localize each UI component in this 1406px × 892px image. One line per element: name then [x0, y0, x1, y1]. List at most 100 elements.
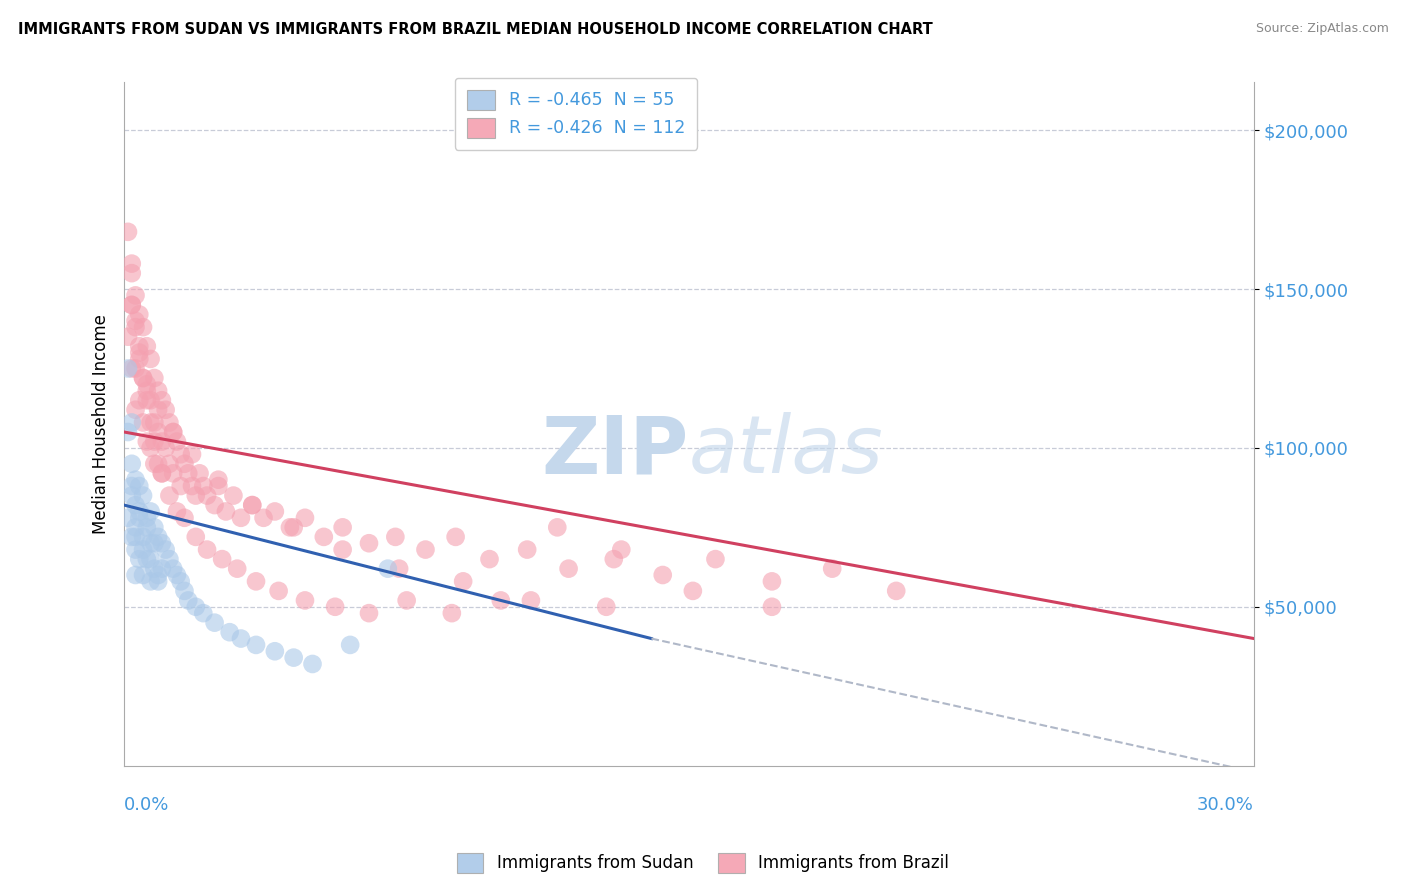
Point: [139, 351, 162, 366]
Point: [146, 402, 169, 417]
Point: [283, 650, 305, 665]
Point: [139, 504, 162, 518]
Point: [143, 536, 166, 550]
Point: [121, 530, 143, 544]
Point: [451, 574, 474, 589]
Point: [121, 416, 143, 430]
Point: [139, 393, 162, 408]
Point: [651, 568, 673, 582]
Point: [132, 371, 155, 385]
Point: [121, 479, 143, 493]
Point: [166, 504, 188, 518]
Point: [121, 457, 143, 471]
Point: [135, 520, 157, 534]
Point: [143, 457, 166, 471]
Point: [395, 593, 418, 607]
Point: [162, 467, 184, 481]
Point: [146, 568, 169, 582]
Point: [546, 520, 568, 534]
Point: [143, 561, 166, 575]
Point: [157, 552, 180, 566]
Point: [173, 583, 195, 598]
Point: [557, 561, 579, 575]
Point: [207, 473, 229, 487]
Point: [332, 520, 354, 534]
Text: 30.0%: 30.0%: [1197, 797, 1254, 814]
Point: [211, 552, 233, 566]
Point: [215, 504, 238, 518]
Point: [478, 552, 501, 566]
Point: [278, 520, 301, 534]
Point: [339, 638, 361, 652]
Point: [146, 457, 169, 471]
Point: [332, 542, 354, 557]
Point: [184, 599, 207, 614]
Y-axis label: Median Household Income: Median Household Income: [93, 314, 110, 534]
Point: [139, 416, 162, 430]
Point: [226, 561, 249, 575]
Point: [121, 257, 143, 271]
Point: [229, 511, 252, 525]
Point: [682, 583, 704, 598]
Text: atlas: atlas: [689, 412, 884, 491]
Point: [124, 314, 146, 328]
Point: [135, 434, 157, 449]
Point: [117, 425, 139, 439]
Point: [146, 384, 169, 398]
Point: [184, 489, 207, 503]
Point: [132, 320, 155, 334]
Point: [188, 467, 211, 481]
Point: [128, 339, 150, 353]
Point: [135, 511, 157, 525]
Point: [245, 574, 267, 589]
Point: [124, 542, 146, 557]
Point: [124, 402, 146, 417]
Point: [135, 339, 157, 353]
Point: [252, 511, 274, 525]
Point: [267, 583, 290, 598]
Point: [150, 467, 173, 481]
Point: [124, 530, 146, 544]
Point: [128, 345, 150, 359]
Point: [357, 536, 380, 550]
Point: [170, 574, 193, 589]
Point: [761, 599, 783, 614]
Point: [132, 489, 155, 503]
Point: [121, 266, 143, 280]
Point: [195, 489, 218, 503]
Point: [444, 530, 467, 544]
Point: [283, 520, 305, 534]
Point: [301, 657, 323, 671]
Point: [177, 467, 200, 481]
Legend: R = -0.465  N = 55, R = -0.426  N = 112: R = -0.465 N = 55, R = -0.426 N = 112: [456, 78, 697, 150]
Point: [489, 593, 512, 607]
Point: [124, 320, 146, 334]
Point: [121, 361, 143, 376]
Point: [124, 568, 146, 582]
Point: [135, 377, 157, 392]
Point: [155, 402, 177, 417]
Point: [195, 542, 218, 557]
Point: [146, 574, 169, 589]
Point: [121, 298, 143, 312]
Point: [440, 606, 463, 620]
Point: [128, 511, 150, 525]
Point: [124, 520, 146, 534]
Point: [173, 511, 195, 525]
Point: [240, 498, 263, 512]
Point: [146, 425, 169, 439]
Point: [135, 384, 157, 398]
Point: [128, 552, 150, 566]
Point: [184, 530, 207, 544]
Point: [155, 542, 177, 557]
Point: [207, 479, 229, 493]
Point: [157, 489, 180, 503]
Point: [263, 504, 285, 518]
Point: [704, 552, 727, 566]
Point: [128, 308, 150, 322]
Point: [162, 425, 184, 439]
Point: [150, 434, 173, 449]
Point: [132, 542, 155, 557]
Text: 0.0%: 0.0%: [124, 797, 170, 814]
Point: [117, 511, 139, 525]
